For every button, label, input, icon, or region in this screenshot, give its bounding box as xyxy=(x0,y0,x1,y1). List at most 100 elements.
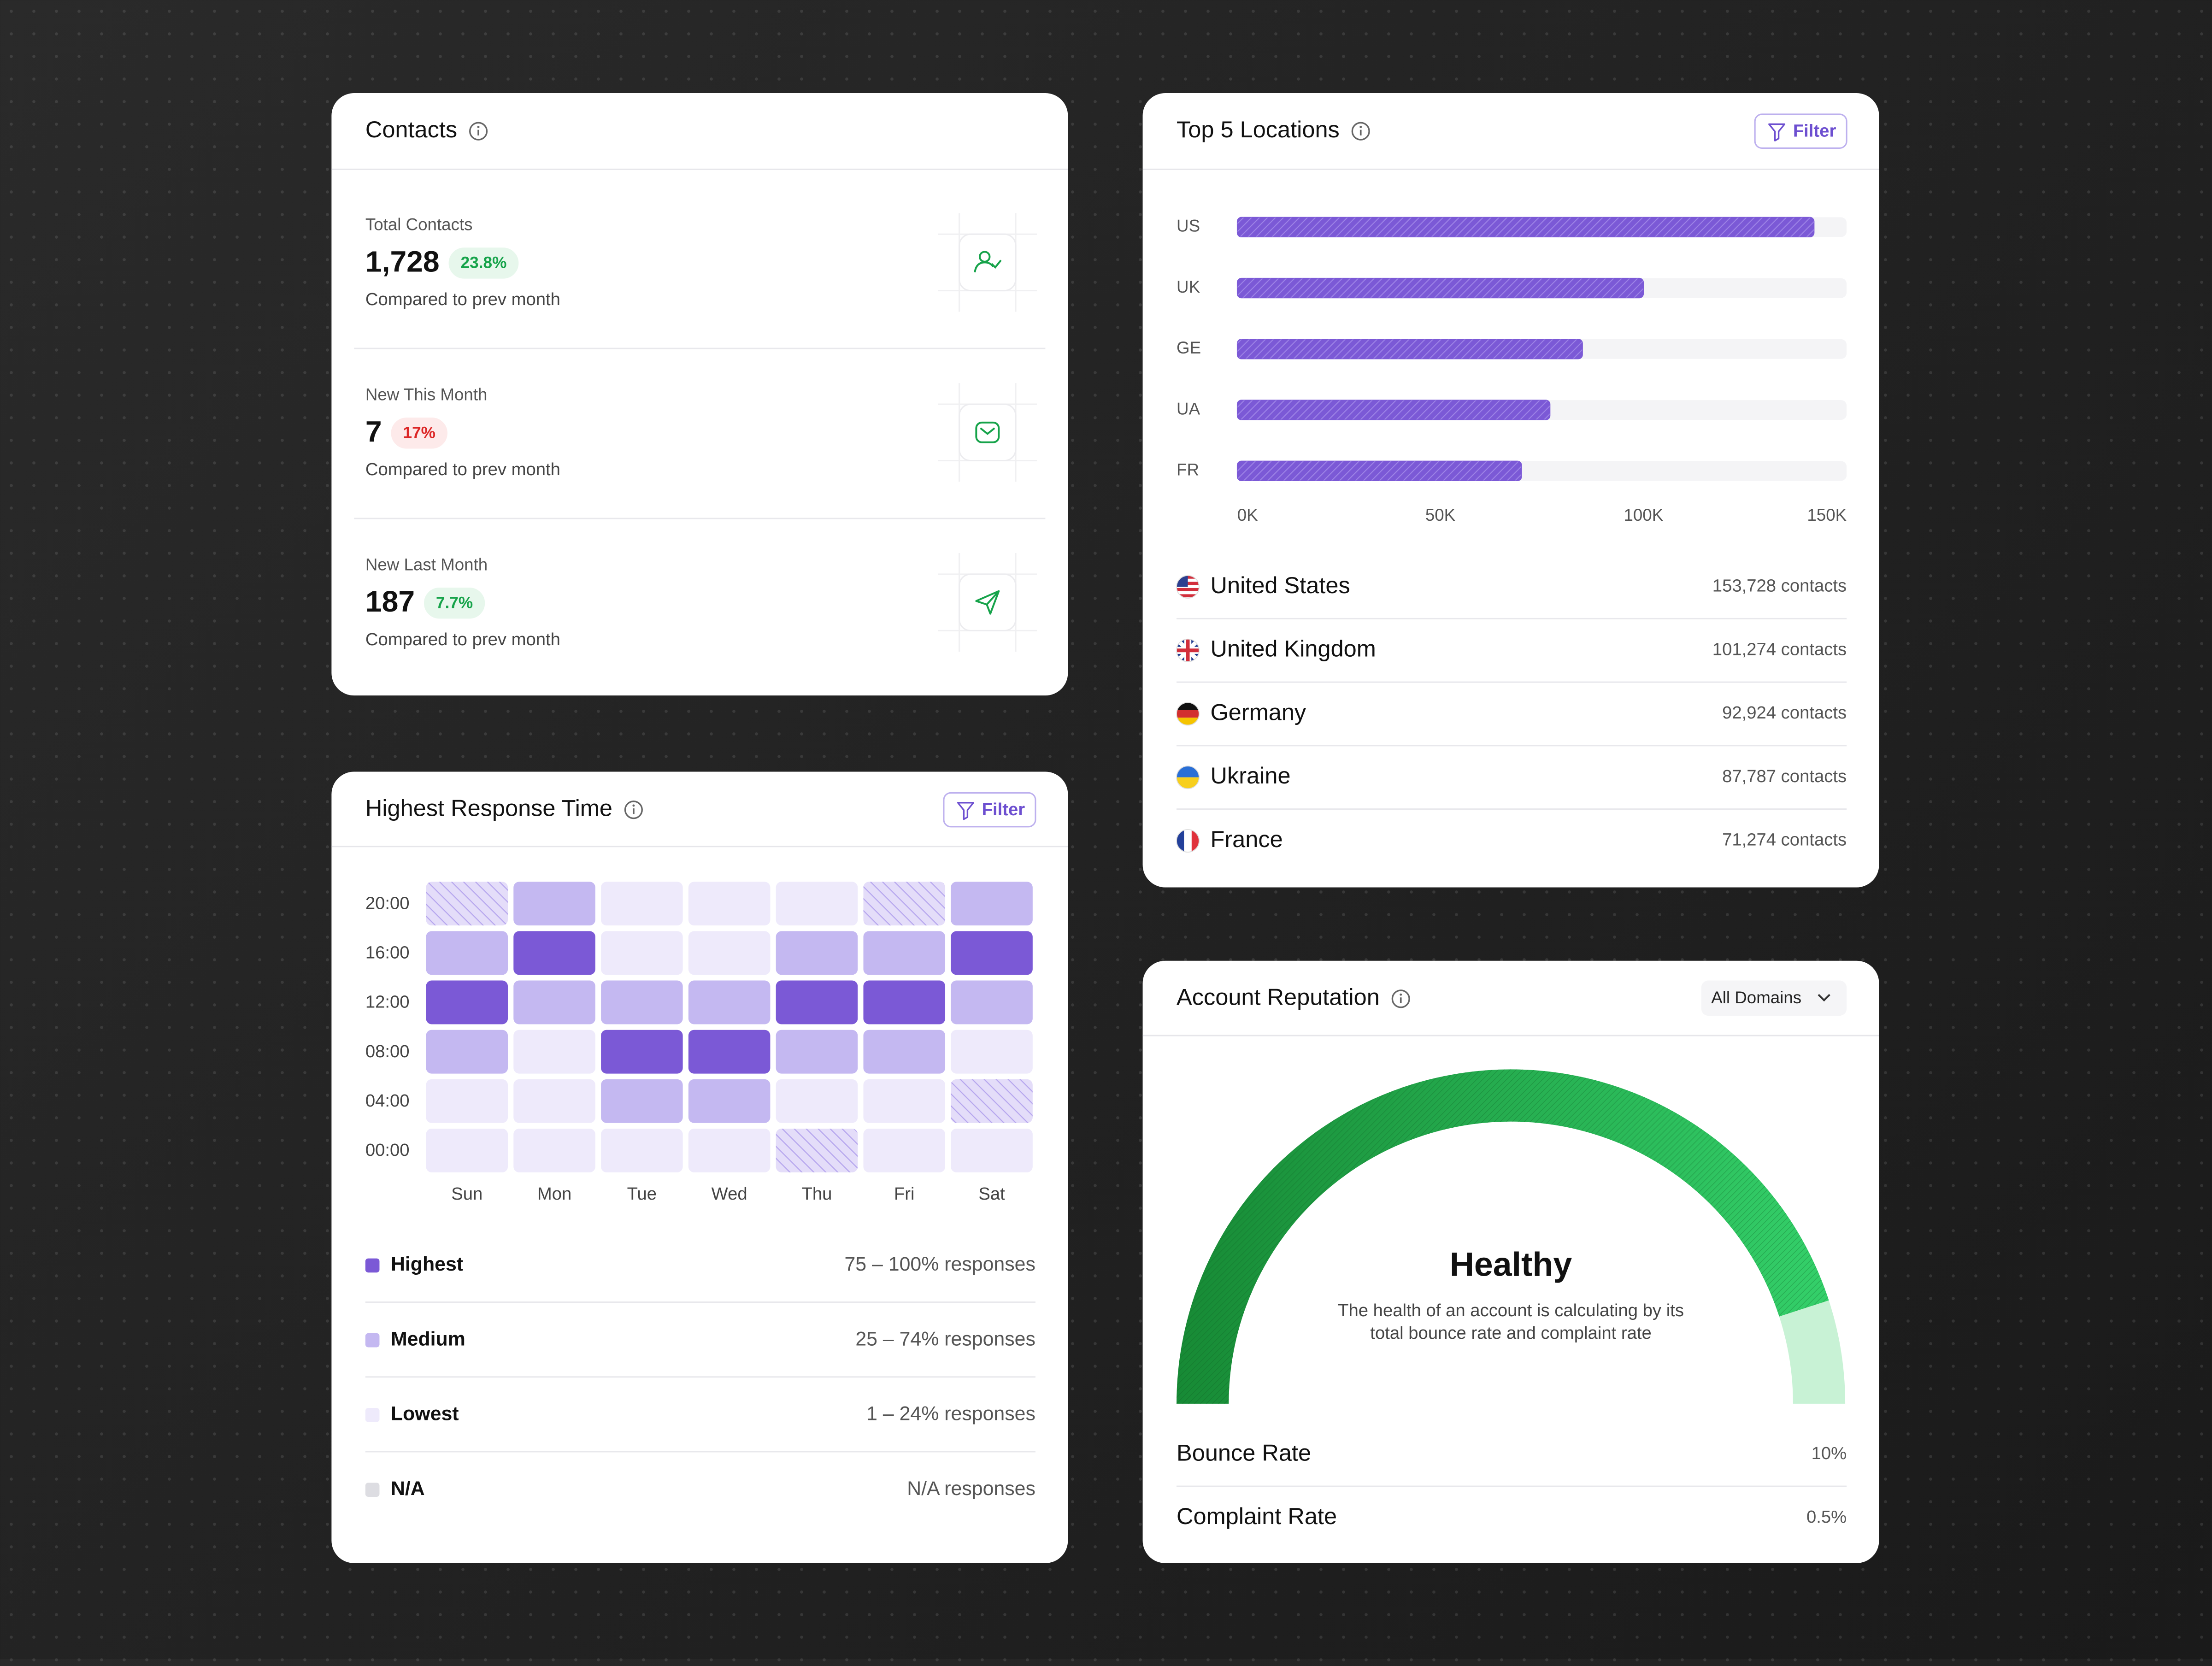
change-pill xyxy=(391,418,447,449)
icon xyxy=(975,421,1000,443)
y-tick-label: 20:00 xyxy=(365,893,410,913)
heat-cell xyxy=(426,1079,508,1123)
card-title: Top 5 Locations xyxy=(1177,116,1340,142)
info-icon xyxy=(469,122,488,141)
heat-cell xyxy=(951,931,1033,975)
heat-cell xyxy=(688,1030,771,1074)
heat-cell xyxy=(863,1079,946,1123)
legend-range: 75 – 100% responses xyxy=(844,1253,1035,1275)
heat-cell xyxy=(513,882,595,926)
heat-cell xyxy=(601,1030,683,1074)
legend-range: N/A responses xyxy=(907,1478,1035,1500)
bar xyxy=(1236,400,1551,420)
flag-ring xyxy=(1176,829,1200,853)
heat-cell xyxy=(688,882,771,926)
change-value: 23.8% xyxy=(461,254,507,272)
heat-cell xyxy=(513,1079,595,1123)
y-tick-label: 16:00 xyxy=(365,942,410,962)
x-tick-label: 100K xyxy=(1624,506,1663,524)
heat-cell xyxy=(601,1128,683,1172)
x-tick-label: 150K xyxy=(1807,506,1847,524)
heat-cell xyxy=(951,1030,1033,1074)
icon xyxy=(975,590,1000,615)
heat-cell xyxy=(951,1079,1033,1123)
card xyxy=(1142,960,1879,1563)
domain-dropdown[interactable]: All Domains xyxy=(1701,980,1847,1016)
card-title: Highest Response Time xyxy=(365,795,612,821)
flag-icon xyxy=(1177,639,1200,662)
heat-cell xyxy=(426,1030,508,1074)
info-icon xyxy=(632,804,635,807)
heat-cell xyxy=(688,931,771,975)
info-icon xyxy=(1359,126,1362,128)
x-tick-label: Fri xyxy=(894,1184,915,1204)
x-tick-label: 0K xyxy=(1237,506,1258,524)
country-contacts: 71,274 contacts xyxy=(1722,830,1847,850)
info-icon xyxy=(477,126,480,128)
heat-cell xyxy=(426,980,508,1024)
flag-ring xyxy=(1176,702,1200,726)
heat-cell xyxy=(776,980,858,1024)
country-name: Ukraine xyxy=(1211,762,1291,789)
icon-box xyxy=(959,403,1017,462)
gauge-status: Healthy xyxy=(1450,1245,1572,1283)
stat-label: Total Contacts xyxy=(365,215,473,234)
y-tick-label: 00:00 xyxy=(365,1140,410,1160)
heat-cell xyxy=(601,882,683,926)
x-tick-label: Sat xyxy=(978,1184,1005,1204)
flag xyxy=(1177,594,1200,598)
stat-note: Compared to prev month xyxy=(365,459,560,479)
heat-cell xyxy=(863,1128,946,1172)
legend-swatch xyxy=(365,1333,380,1348)
y-tick-label: FR xyxy=(1177,460,1199,479)
country-name: United Kingdom xyxy=(1211,636,1376,662)
info-icon xyxy=(1391,989,1410,1008)
heat-cell xyxy=(776,1079,858,1123)
x-tick-label: Thu xyxy=(801,1184,832,1204)
dropdown-chevron xyxy=(1818,994,1830,1002)
heat-cell xyxy=(688,1128,771,1172)
gauge-description: The health of an account is calculating … xyxy=(1338,1301,1684,1343)
flag-ring xyxy=(1176,765,1200,789)
country-contacts: 92,924 contacts xyxy=(1722,703,1847,723)
y-tick-label: 12:00 xyxy=(365,992,410,1012)
bar xyxy=(1236,217,1815,238)
change-pill xyxy=(424,587,485,619)
metric-value: 0.5% xyxy=(1806,1507,1847,1527)
legend-range: 1 – 24% responses xyxy=(866,1403,1035,1425)
info-icon xyxy=(1351,122,1370,141)
heat-cell xyxy=(951,1128,1033,1172)
heat-cell xyxy=(776,1128,858,1172)
heat-cell xyxy=(513,931,595,975)
heat-cell xyxy=(863,882,946,926)
filter-button[interactable]: Filter xyxy=(1754,113,1847,149)
bar xyxy=(1236,460,1522,482)
metric-value: 10% xyxy=(1812,1443,1847,1463)
info-icon xyxy=(624,801,643,819)
heat-cell xyxy=(513,1128,595,1172)
y-tick-label: 04:00 xyxy=(365,1091,410,1111)
gauge-bounce xyxy=(1779,1300,1846,1404)
heat-cell xyxy=(426,931,508,975)
y-tick-label: 08:00 xyxy=(365,1042,410,1061)
y-tick-label: GE xyxy=(1177,338,1201,357)
flag xyxy=(1177,710,1200,718)
y-tick-label: UK xyxy=(1177,277,1200,296)
info-icon xyxy=(1400,993,1402,996)
heat-cell xyxy=(601,980,683,1024)
heat-cell xyxy=(601,1079,683,1123)
stat-label: New Last Month xyxy=(365,555,488,574)
x-tick-label: Tue xyxy=(627,1184,657,1204)
flag xyxy=(1184,830,1192,852)
filter-button[interactable]: Filter xyxy=(943,792,1036,828)
gauge-description-box: The health of an account is calculating … xyxy=(1338,1301,1684,1343)
legend-name: N/A xyxy=(391,1478,425,1500)
x-tick-label: Sun xyxy=(451,1184,482,1204)
stat-note: Compared to prev month xyxy=(365,630,560,649)
heat-cell xyxy=(426,882,508,926)
filter-icon xyxy=(1768,123,1786,141)
heat-cell xyxy=(951,882,1033,926)
